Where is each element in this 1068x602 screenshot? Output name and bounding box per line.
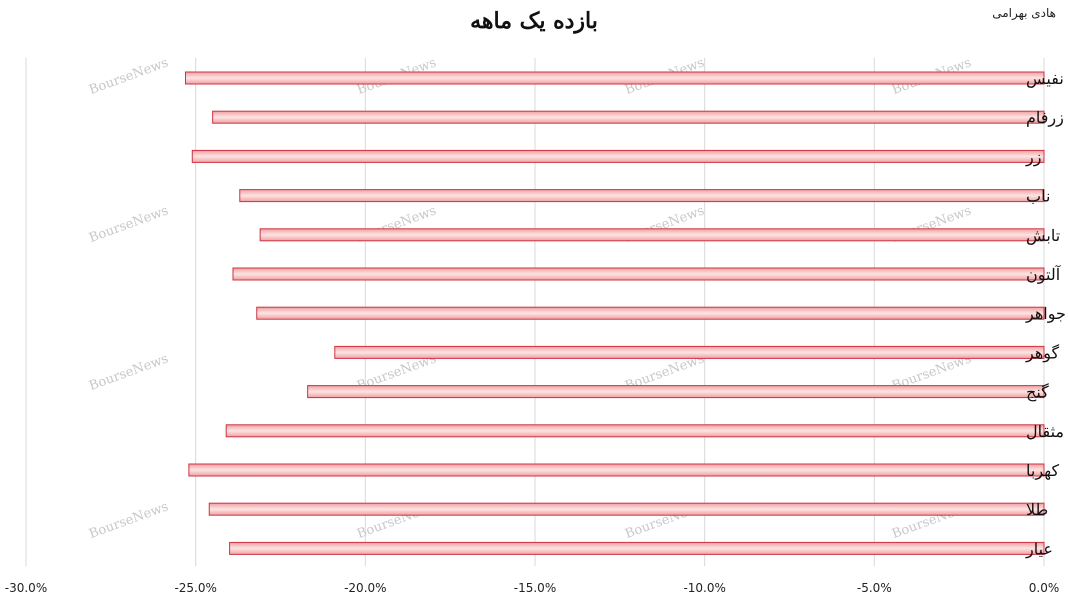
category-label: کهربا: [1026, 461, 1060, 480]
category-label: تابش: [1026, 226, 1060, 245]
x-tick-label: 0.0%: [1029, 581, 1060, 595]
x-tick-label: -20.0%: [344, 581, 386, 595]
bar-7: [334, 345, 1045, 359]
watermark-text: BourseNews: [87, 499, 170, 542]
x-tick-label: -10.0%: [683, 581, 725, 595]
bar-3: [239, 189, 1045, 203]
bar-2: [191, 149, 1045, 163]
category-label: آلتون: [1026, 264, 1062, 284]
category-label: زرفام: [1026, 108, 1064, 127]
watermark-text: BourseNews: [87, 55, 170, 98]
x-tick-label: -5.0%: [857, 581, 892, 595]
category-label: گنج: [1026, 383, 1049, 402]
bar-6: [256, 306, 1045, 320]
category-label: نفیس: [1026, 69, 1064, 88]
bar-4: [259, 228, 1045, 242]
watermark-text: BourseNews: [87, 351, 170, 394]
watermark-text: BourseNews: [87, 203, 170, 246]
bar-0: [184, 71, 1045, 85]
category-label: زر: [1025, 147, 1041, 166]
category-label: مثقال: [1026, 422, 1064, 441]
category-label: گوهر: [1025, 343, 1060, 362]
bar-1: [212, 110, 1045, 124]
category-label: طلا: [1026, 500, 1048, 519]
bar-9: [225, 424, 1045, 438]
chart-title: بازده یک ماهه: [470, 8, 598, 34]
x-tick-label: -15.0%: [514, 581, 556, 595]
x-tick-label: -30.0%: [5, 581, 47, 595]
x-tick-label: -25.0%: [174, 581, 216, 595]
bar-12: [229, 541, 1045, 555]
category-label: جواهر: [1025, 304, 1066, 323]
bar-8: [307, 385, 1045, 399]
bar-11: [208, 502, 1045, 516]
bar-5: [232, 267, 1045, 281]
bar-10: [188, 463, 1045, 477]
category-label: عیار: [1025, 539, 1053, 558]
category-label: ناب: [1026, 187, 1050, 206]
author-label: هادی بهرامی: [992, 6, 1056, 20]
